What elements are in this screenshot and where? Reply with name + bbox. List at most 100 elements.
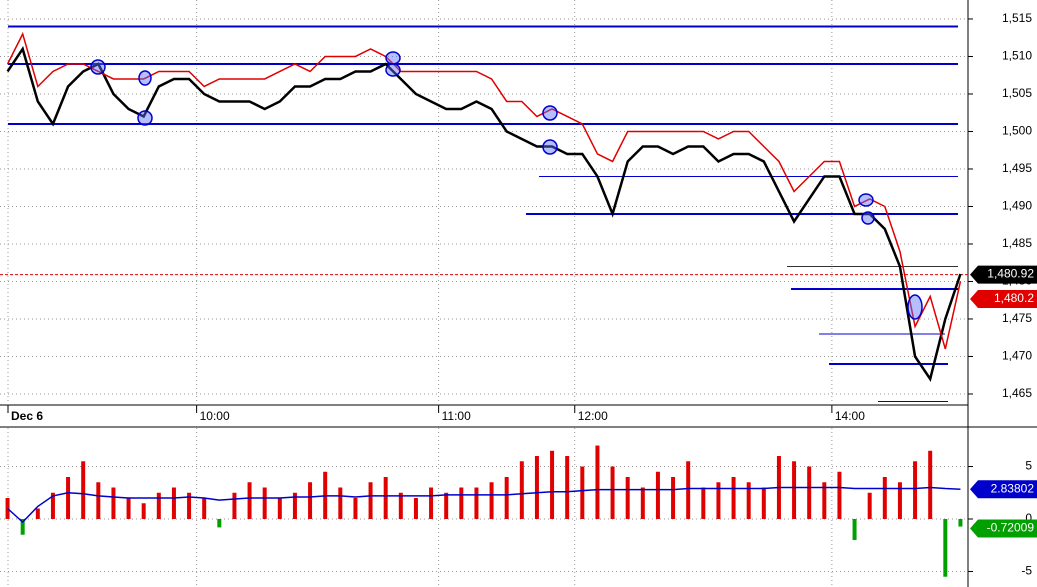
value-box <box>970 265 1037 284</box>
highlight-circle <box>385 63 401 77</box>
average-line <box>7 486 961 524</box>
y-tick-label: 1,495 <box>1002 161 1032 175</box>
x-tick-label: Dec 6 <box>11 409 43 423</box>
bar <box>156 492 161 519</box>
bar <box>474 487 479 519</box>
y-tick-label: 0 <box>1025 511 1032 525</box>
bar <box>262 487 267 519</box>
highlight-circle <box>542 139 558 155</box>
bar <box>444 492 449 519</box>
x-tick-label: 14:00 <box>835 409 865 423</box>
y-tick-label: 1,490 <box>1002 199 1032 213</box>
bar <box>716 482 721 519</box>
bar <box>368 482 373 519</box>
price-line <box>6 46 962 382</box>
bar <box>913 461 918 519</box>
bar <box>671 477 676 519</box>
bar <box>141 503 146 519</box>
bar <box>459 487 464 519</box>
y-tick-label: 1,505 <box>1002 86 1032 100</box>
value-box-label: 2.83802 <box>991 481 1035 495</box>
bar <box>731 477 736 519</box>
bar <box>640 487 645 519</box>
highlight-circle <box>861 211 875 225</box>
bar <box>338 487 343 519</box>
value-box-label: 1,480.2 <box>994 291 1034 305</box>
bar <box>655 471 660 519</box>
highlight-circle <box>858 193 874 207</box>
bar <box>943 518 948 577</box>
y-tick-label: 1,500 <box>1002 124 1032 138</box>
bar <box>202 498 207 519</box>
bar <box>610 466 615 519</box>
bar <box>519 461 524 519</box>
y-tick-label: 1,515 <box>1002 11 1032 25</box>
bar <box>565 456 570 519</box>
bar <box>111 487 116 519</box>
bar <box>66 477 71 519</box>
bar <box>928 450 933 519</box>
x-tick-label: 12:00 <box>578 409 608 423</box>
bar <box>701 487 706 519</box>
bar <box>126 498 131 519</box>
bar <box>232 492 237 519</box>
bar <box>217 518 222 528</box>
bar <box>897 482 902 519</box>
bar <box>504 477 509 519</box>
highlights <box>90 51 923 320</box>
bar <box>837 471 842 519</box>
bar <box>686 461 691 519</box>
bar <box>187 492 192 519</box>
y-tick-label: 1,475 <box>1002 311 1032 325</box>
x-tick-label: 11:00 <box>442 409 471 423</box>
highlight-circle <box>137 110 153 126</box>
highlight-circle <box>542 105 558 121</box>
bar <box>353 498 358 519</box>
bar <box>792 461 797 519</box>
bar <box>761 487 766 519</box>
value-box-label: -0.72009 <box>987 521 1035 535</box>
bar <box>96 482 101 519</box>
y-tick-label: 1,485 <box>1002 236 1032 250</box>
y-tick-label: 1,470 <box>1002 349 1032 363</box>
bar <box>171 487 176 519</box>
bar <box>852 518 857 540</box>
bar <box>429 487 434 519</box>
bar <box>882 477 887 519</box>
highlight-circle <box>138 70 152 86</box>
highlight-circle <box>907 294 923 320</box>
bar <box>398 492 403 519</box>
x-tick-label: 10:00 <box>200 409 230 423</box>
y-tick-label: -5 <box>1021 564 1032 578</box>
highlight-circle <box>385 51 401 65</box>
value-box-label: 1,480.92 <box>987 267 1034 281</box>
bar <box>308 482 313 519</box>
bar <box>413 498 418 519</box>
bar <box>746 482 751 519</box>
value-box <box>970 289 1037 308</box>
price-line <box>6 31 962 350</box>
bar <box>550 450 555 519</box>
bar <box>292 492 297 519</box>
bar <box>534 456 539 519</box>
y-tick-label: 5 <box>1025 459 1032 473</box>
value-box <box>970 519 1037 538</box>
bar <box>807 466 812 519</box>
bar <box>595 445 600 519</box>
bar <box>867 492 872 519</box>
bar <box>580 466 585 519</box>
bar <box>822 482 827 519</box>
bar <box>50 492 55 519</box>
bar <box>625 477 630 519</box>
value-box <box>970 480 1037 499</box>
bar <box>20 518 25 535</box>
bar <box>81 461 86 519</box>
bar <box>247 482 252 519</box>
highlight-circle <box>90 59 106 75</box>
y-tick-label: 1,510 <box>1002 49 1032 63</box>
bar <box>958 518 963 527</box>
bar <box>383 477 388 519</box>
bar <box>277 498 282 519</box>
